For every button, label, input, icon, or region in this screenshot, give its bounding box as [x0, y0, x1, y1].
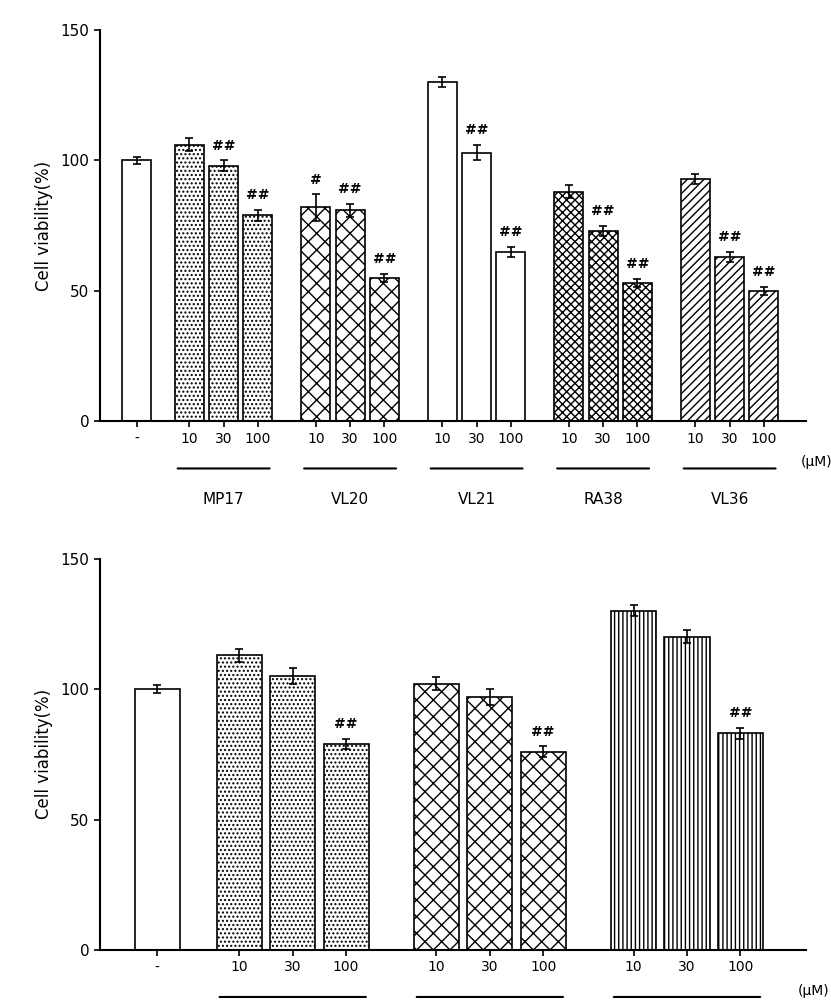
Bar: [243, 215, 273, 421]
Bar: [554, 192, 583, 421]
Bar: [122, 160, 151, 421]
Text: ##: ##: [499, 225, 523, 239]
Bar: [467, 697, 513, 950]
Bar: [718, 733, 763, 950]
Bar: [175, 145, 204, 421]
Bar: [428, 82, 457, 421]
Bar: [270, 676, 315, 950]
Bar: [496, 252, 525, 421]
Text: #: #: [310, 173, 322, 187]
Text: ##: ##: [592, 204, 615, 218]
Y-axis label: Cell viability(%): Cell viability(%): [36, 161, 53, 291]
Text: ##: ##: [212, 139, 235, 153]
Bar: [209, 166, 238, 421]
Y-axis label: Cell viability(%): Cell viability(%): [36, 689, 53, 819]
Text: ##: ##: [465, 123, 489, 137]
Bar: [665, 637, 710, 950]
Text: ##: ##: [752, 265, 775, 279]
Bar: [302, 207, 331, 421]
Text: ##: ##: [729, 706, 752, 720]
Text: RA38: RA38: [583, 492, 623, 507]
Bar: [414, 684, 459, 950]
Bar: [611, 611, 656, 950]
Text: VL36: VL36: [711, 492, 749, 507]
Text: (μM): (μM): [798, 984, 829, 998]
Text: VL20: VL20: [331, 492, 369, 507]
Text: VL21: VL21: [458, 492, 495, 507]
Bar: [681, 179, 710, 421]
Text: ##: ##: [246, 188, 269, 202]
Bar: [462, 153, 491, 421]
Bar: [135, 689, 179, 950]
Text: (μM): (μM): [801, 455, 831, 469]
Text: ##: ##: [718, 230, 741, 244]
Text: ##: ##: [372, 252, 396, 266]
Bar: [370, 278, 399, 421]
Bar: [588, 231, 617, 421]
Text: ##: ##: [338, 182, 361, 196]
Text: MP17: MP17: [203, 492, 244, 507]
Bar: [623, 283, 652, 421]
Bar: [715, 257, 744, 421]
Bar: [323, 744, 369, 950]
Bar: [750, 291, 779, 421]
Text: ##: ##: [532, 725, 555, 739]
Bar: [521, 752, 566, 950]
Text: ##: ##: [334, 717, 358, 731]
Bar: [336, 210, 365, 421]
Text: ##: ##: [626, 257, 649, 271]
Bar: [217, 655, 262, 950]
